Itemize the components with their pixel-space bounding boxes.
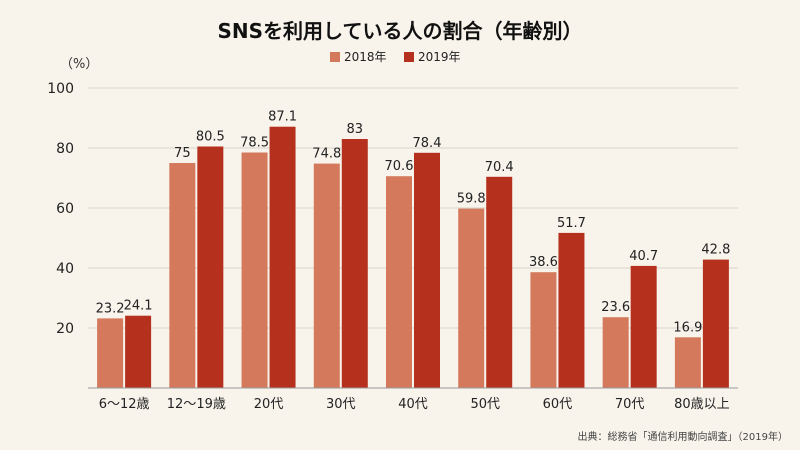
x-category-label: 20代 [254,397,284,412]
bar-series2 [702,259,729,388]
data-label: 23.6 [601,300,630,315]
data-label: 40.7 [629,249,658,264]
legend-swatch [404,52,414,62]
bar-series2 [558,232,585,388]
x-axis-categories: 6～12歳 12～19歳 20代 30代 40代 50代 60代 70代 80歳以上 [99,397,730,412]
bar-series1 [169,163,196,388]
x-category-label: 6～12歳 [99,397,150,412]
data-label: 83 [347,122,364,137]
bar-series1 [313,163,340,388]
bar-series1 [458,208,485,388]
x-category-label: 70代 [615,397,645,412]
legend-swatch [330,52,340,62]
bar-series1 [97,318,124,388]
bar-series2 [341,139,368,388]
bar-series2 [197,146,224,388]
data-label: 87.1 [268,110,297,125]
data-label: 74.8 [312,147,341,162]
bar-series1 [241,152,268,388]
x-category-label: 12～19歳 [167,397,226,412]
legend: 2018年 2019年 [330,50,461,64]
y-tick-label: 80 [56,141,74,157]
data-label: 78.4 [413,136,442,151]
y-tick-label: 100 [47,81,74,97]
data-label: 78.5 [240,136,269,151]
y-tick-label: 20 [56,321,74,337]
bar-series1 [530,272,557,388]
bar-series2 [269,126,296,388]
data-labels: 23.2 24.1 75 80.5 78.5 87.1 74.8 83 70.6 78.4 59.8… [96,110,731,336]
data-label: 24.1 [124,299,153,314]
data-label: 51.7 [557,216,586,231]
source-note: 出典：総務省「通信利用動向調査」（2019年） [578,430,788,443]
chart-title: SNSを利用している人の割合（年齢別） [218,19,583,43]
bar-series2 [630,265,657,388]
bars [97,126,729,388]
bar-series2 [486,176,513,388]
y-axis-ticks: 20 40 60 80 100 [47,81,74,337]
data-label: 23.2 [96,301,125,316]
y-tick-label: 40 [56,261,74,277]
bar-series1 [386,176,412,388]
legend-label: 2019年 [418,50,461,64]
legend-label: 2018年 [344,50,387,64]
data-label: 80.5 [196,130,225,145]
x-category-label: 30代 [326,397,356,412]
bar-series1 [674,337,701,388]
y-tick-label: 60 [56,201,74,217]
data-label: 70.4 [485,160,514,175]
bar-series1 [602,317,629,388]
x-category-label: 80歳以上 [674,397,730,412]
x-category-label: 60代 [543,397,573,412]
data-label: 16.9 [673,320,702,335]
x-category-label: 40代 [398,397,428,412]
gridlines [88,87,738,329]
bar-series2 [125,315,152,388]
x-category-label: 50代 [470,397,500,412]
data-label: 42.8 [701,243,730,258]
data-label: 70.6 [385,159,414,174]
data-label: 75 [174,146,191,161]
bar-series2 [414,152,440,388]
data-label: 59.8 [457,192,486,207]
y-axis-unit-label: （%） [60,57,98,72]
data-label: 38.6 [529,255,558,270]
